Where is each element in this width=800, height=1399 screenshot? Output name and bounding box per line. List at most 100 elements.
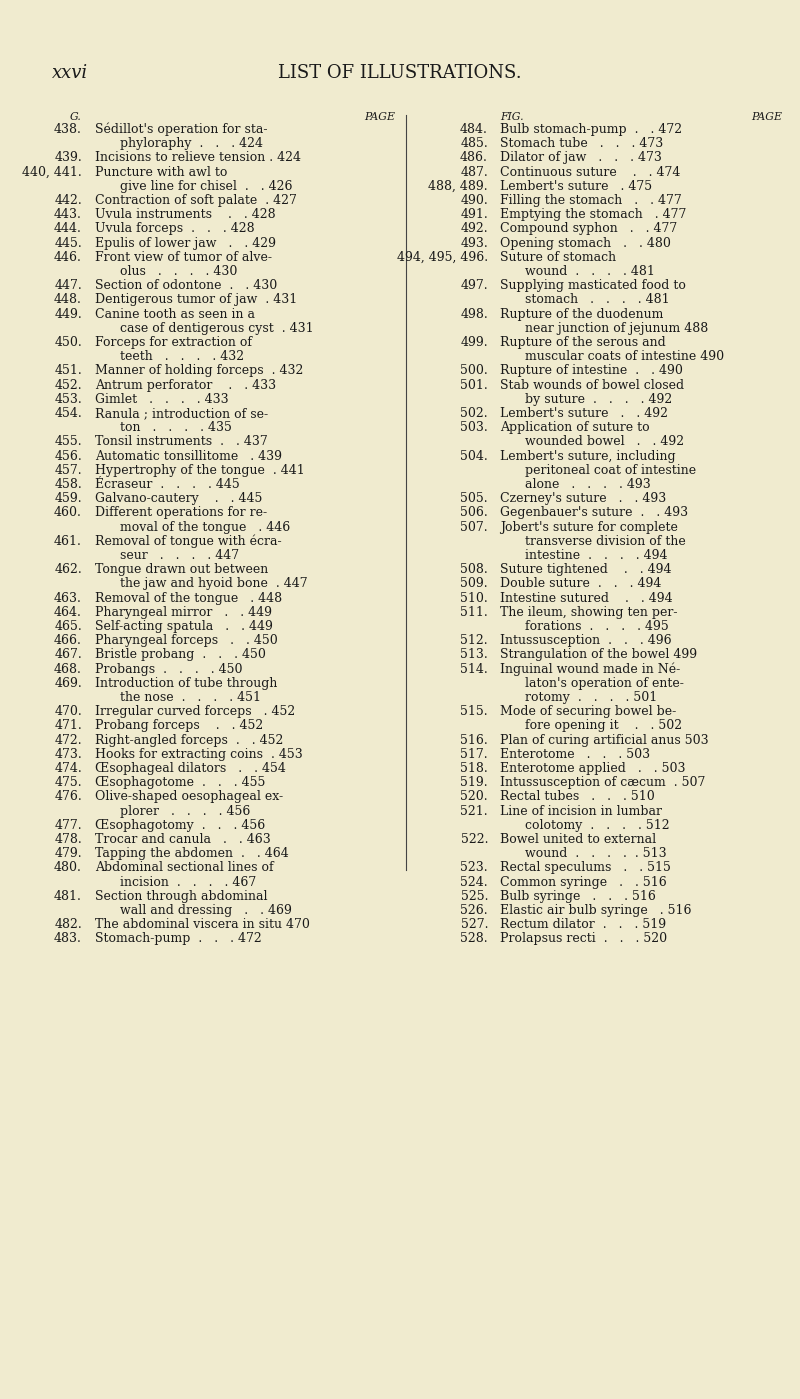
Text: Removal of the tongue   . 448: Removal of the tongue . 448 (95, 592, 282, 604)
Text: 446.: 446. (54, 250, 82, 264)
Text: Introduction of tube through: Introduction of tube through (95, 677, 278, 690)
Text: Rectum dilator  .   .   . 519: Rectum dilator . . . 519 (500, 918, 666, 932)
Text: Opening stomach   .   . 480: Opening stomach . . 480 (500, 236, 671, 249)
Text: 449.: 449. (54, 308, 82, 320)
Text: Rupture of the serous and: Rupture of the serous and (500, 336, 666, 348)
Text: 461.: 461. (54, 534, 82, 548)
Text: Incisions to relieve tension . 424: Incisions to relieve tension . 424 (95, 151, 301, 165)
Text: by suture  .   .   .   . 492: by suture . . . . 492 (525, 393, 672, 406)
Text: Rectal speculums   .   . 515: Rectal speculums . . 515 (500, 862, 671, 874)
Text: 462.: 462. (54, 564, 82, 576)
Text: Inguinal wound made in Né-: Inguinal wound made in Né- (500, 662, 680, 676)
Text: forations  .   .   .   . 495: forations . . . . 495 (525, 620, 669, 632)
Text: 456.: 456. (54, 449, 82, 463)
Text: 518.: 518. (460, 762, 488, 775)
Text: Dilator of jaw   .   .   . 473: Dilator of jaw . . . 473 (500, 151, 662, 165)
Text: alone   .   .   .   . 493: alone . . . . 493 (525, 478, 650, 491)
Text: case of dentigerous cyst  . 431: case of dentigerous cyst . 431 (120, 322, 314, 334)
Text: 493.: 493. (460, 236, 488, 249)
Text: 519.: 519. (460, 776, 488, 789)
Text: 517.: 517. (460, 748, 488, 761)
Text: 442.: 442. (54, 194, 82, 207)
Text: Gegenbauer's suture  .   . 493: Gegenbauer's suture . . 493 (500, 506, 688, 519)
Text: the nose  .   .   .   . 451: the nose . . . . 451 (120, 691, 261, 704)
Text: 485.: 485. (460, 137, 488, 150)
Text: Elastic air bulb syringe   . 516: Elastic air bulb syringe . 516 (500, 904, 691, 916)
Text: Stab wounds of bowel closed: Stab wounds of bowel closed (500, 379, 684, 392)
Text: 497.: 497. (460, 280, 488, 292)
Text: wounded bowel   .   . 492: wounded bowel . . 492 (525, 435, 684, 449)
Text: Pharyngeal mirror   .   . 449: Pharyngeal mirror . . 449 (95, 606, 272, 618)
Text: 482.: 482. (54, 918, 82, 932)
Text: Tonsil instruments  .   . 437: Tonsil instruments . . 437 (95, 435, 268, 449)
Text: Rupture of intestine  .   . 490: Rupture of intestine . . 490 (500, 364, 683, 378)
Text: 506.: 506. (460, 506, 488, 519)
Text: transverse division of the: transverse division of the (525, 534, 686, 548)
Text: Intussusception  .   .   . 496: Intussusception . . . 496 (500, 634, 672, 648)
Text: Probangs  .   .   .   . 450: Probangs . . . . 450 (95, 663, 242, 676)
Text: Rupture of the duodenum: Rupture of the duodenum (500, 308, 663, 320)
Text: 469.: 469. (54, 677, 82, 690)
Text: Galvano-cautery    .   . 445: Galvano-cautery . . 445 (95, 492, 262, 505)
Text: 459.: 459. (54, 492, 82, 505)
Text: Enterotome   .   .   . 503: Enterotome . . . 503 (500, 748, 650, 761)
Text: Tapping the abdomen  .   . 464: Tapping the abdomen . . 464 (95, 848, 289, 860)
Text: Stomach tube   .   .   . 473: Stomach tube . . . 473 (500, 137, 663, 150)
Text: Bulb syringe   .   .   . 516: Bulb syringe . . . 516 (500, 890, 656, 902)
Text: ton   .   .   .   . 435: ton . . . . 435 (120, 421, 232, 434)
Text: 458.: 458. (54, 478, 82, 491)
Text: 490.: 490. (460, 194, 488, 207)
Text: 473.: 473. (54, 748, 82, 761)
Text: Rectal tubes   .   .   . 510: Rectal tubes . . . 510 (500, 790, 654, 803)
Text: 504.: 504. (460, 449, 488, 463)
Text: 512.: 512. (460, 634, 488, 648)
Text: 452.: 452. (54, 379, 82, 392)
Text: Lembert's suture   . 475: Lembert's suture . 475 (500, 180, 652, 193)
Text: Pharyngeal forceps   .   . 450: Pharyngeal forceps . . 450 (95, 634, 278, 648)
Text: the jaw and hyoid bone  . 447: the jaw and hyoid bone . 447 (120, 578, 308, 590)
Text: 494, 495, 496.: 494, 495, 496. (397, 250, 488, 264)
Text: give line for chisel  .   . 426: give line for chisel . . 426 (120, 180, 293, 193)
Text: Bowel united to external: Bowel united to external (500, 832, 656, 846)
Text: 451.: 451. (54, 364, 82, 378)
Text: Canine tooth as seen in a: Canine tooth as seen in a (95, 308, 255, 320)
Text: 438.: 438. (54, 123, 82, 136)
Text: Olive-shaped oesophageal ex-: Olive-shaped oesophageal ex- (95, 790, 283, 803)
Text: Supplying masticated food to: Supplying masticated food to (500, 280, 686, 292)
Text: 447.: 447. (54, 280, 82, 292)
Text: Antrum perforator    .   . 433: Antrum perforator . . 433 (95, 379, 276, 392)
Text: stomach   .   .   .   . 481: stomach . . . . 481 (525, 294, 670, 306)
Text: 523.: 523. (460, 862, 488, 874)
Text: PAGE: PAGE (364, 112, 395, 122)
Text: 448.: 448. (54, 294, 82, 306)
Text: 480.: 480. (54, 862, 82, 874)
Text: xxvi: xxvi (52, 64, 88, 83)
Text: Epulis of lower jaw   .   . 429: Epulis of lower jaw . . 429 (95, 236, 276, 249)
Text: Section through abdominal: Section through abdominal (95, 890, 267, 902)
Text: Œsophageal dilators   .   . 454: Œsophageal dilators . . 454 (95, 762, 286, 775)
Text: Right-angled forceps  .   . 452: Right-angled forceps . . 452 (95, 733, 283, 747)
Text: 520.: 520. (460, 790, 488, 803)
Text: Line of incision in lumbar: Line of incision in lumbar (500, 804, 662, 817)
Text: plorer   .   .   .   . 456: plorer . . . . 456 (120, 804, 250, 817)
Text: muscular coats of intestine 490: muscular coats of intestine 490 (525, 350, 724, 364)
Text: 444.: 444. (54, 222, 82, 235)
Text: colotomy  .   .   .   . 512: colotomy . . . . 512 (525, 818, 670, 832)
Text: 510.: 510. (460, 592, 488, 604)
Text: Continuous suture    .   . 474: Continuous suture . . 474 (500, 165, 680, 179)
Text: 455.: 455. (54, 435, 82, 449)
Text: Mode of securing bowel be-: Mode of securing bowel be- (500, 705, 676, 718)
Text: Suture of stomach: Suture of stomach (500, 250, 616, 264)
Text: 508.: 508. (460, 564, 488, 576)
Text: Intestine sutured    .   . 494: Intestine sutured . . 494 (500, 592, 673, 604)
Text: 492.: 492. (460, 222, 488, 235)
Text: Jobert's suture for complete: Jobert's suture for complete (500, 520, 678, 533)
Text: 439.: 439. (54, 151, 82, 165)
Text: 528.: 528. (460, 932, 488, 946)
Text: 479.: 479. (54, 848, 82, 860)
Text: Abdominal sectional lines of: Abdominal sectional lines of (95, 862, 274, 874)
Text: 468.: 468. (54, 663, 82, 676)
Text: 472.: 472. (54, 733, 82, 747)
Text: 498.: 498. (460, 308, 488, 320)
Text: 453.: 453. (54, 393, 82, 406)
